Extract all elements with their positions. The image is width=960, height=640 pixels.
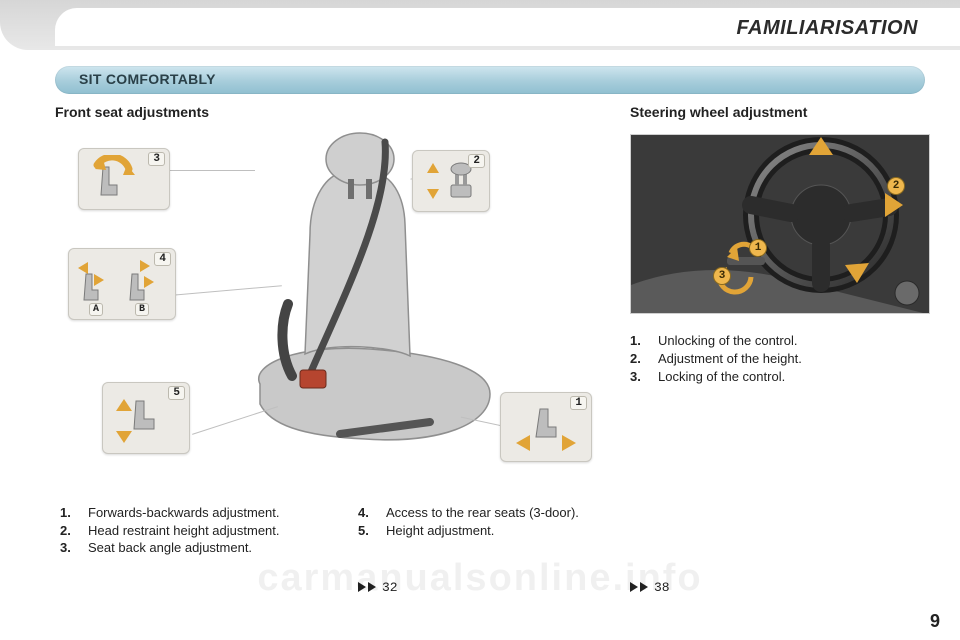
connector-line [170,170,255,171]
wheel-list: 1. Unlocking of the control. 2. Adjustment… [630,332,930,387]
list-num: 3. [630,368,648,386]
list-num: 2. [60,522,78,540]
list-num: 4. [358,504,376,522]
triangle-icon [368,582,376,592]
section-label: SIT COMFORTABLY [79,71,216,87]
page-header-title: FAMILIARISATION [736,17,918,40]
seat-list-right: 4. Access to the rear seats (3-door). 5. H… [358,504,618,539]
list-text: Head restraint height adjustment. [88,522,280,540]
list-item: 1. Forwards-backwards adjustment. [60,504,340,522]
wheel-heading: Steering wheel adjustment [630,104,807,120]
steering-wheel-photo: 1 2 3 [630,134,930,314]
callout-letter-b: B [135,303,149,316]
wheel-marker-1: 1 [749,239,767,257]
list-item: 2. Adjustment of the height. [630,350,930,368]
page-ref-wheel: 38 [630,580,670,595]
callout-number: 3 [148,152,165,166]
callout-number: 5 [168,386,185,400]
callout-number: 4 [154,252,171,266]
seat-callout-1: 1 [500,392,592,462]
list-text: Forwards-backwards adjustment. [88,504,279,522]
list-item: 3. Seat back angle adjustment. [60,539,340,557]
list-item: 3. Locking of the control. [630,368,930,386]
list-text: Locking of the control. [658,368,785,386]
list-num: 3. [60,539,78,557]
triangle-icon [358,582,366,592]
manual-page: FAMILIARISATION SIT COMFORTABLY Front se… [0,0,960,640]
page-ref-number: 38 [654,580,670,595]
list-item: 5. Height adjustment. [358,522,618,540]
list-num: 2. [630,350,648,368]
list-text: Access to the rear seats (3-door). [386,504,579,522]
seat-list-left: 1. Forwards-backwards adjustment. 2. Head … [60,504,340,557]
list-num: 1. [630,332,648,350]
wheel-marker-2: 2 [887,177,905,195]
list-num: 5. [358,522,376,540]
triangle-icon [630,582,638,592]
list-item: 2. Head restraint height adjustment. [60,522,340,540]
section-pill: SIT COMFORTABLY [55,66,925,94]
callout-number: 1 [570,396,587,410]
seat-diagram: 3 2 4 A B [60,130,600,475]
list-text: Seat back angle adjustment. [88,539,252,557]
page-ref-seat: 32 [358,580,398,595]
list-text: Unlocking of the control. [658,332,797,350]
list-text: Height adjustment. [386,522,494,540]
page-ref-number: 32 [382,580,398,595]
list-item: 4. Access to the rear seats (3-door). [358,504,618,522]
callout-number: 2 [468,154,485,168]
list-item: 1. Unlocking of the control. [630,332,930,350]
list-num: 1. [60,504,78,522]
callout-letter-a: A [89,303,103,316]
seat-callout-2: 2 [412,150,490,212]
triangle-icon [640,582,648,592]
seat-callout-3: 3 [78,148,170,210]
steering-wheel-illustration [631,135,930,314]
seat-heading: Front seat adjustments [55,104,209,120]
watermark-text: carmanualsonline.info [0,557,960,600]
seat-callout-5: 5 [102,382,190,454]
page-number: 9 [930,611,940,632]
list-text: Adjustment of the height. [658,350,802,368]
seat-callout-4: 4 A B [68,248,176,320]
wheel-marker-3: 3 [713,267,731,285]
